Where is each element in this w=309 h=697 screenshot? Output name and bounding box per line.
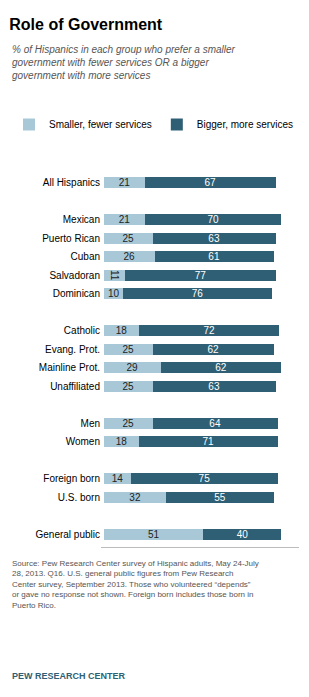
svg-text:11: 11 — [109, 270, 120, 281]
svg-text:Men: Men — [81, 418, 100, 429]
svg-text:75: 75 — [199, 473, 211, 484]
svg-text:Evang. Prot.: Evang. Prot. — [45, 344, 100, 355]
svg-text:% of Hispanics in each group w: % of Hispanics in each group who prefer … — [12, 44, 236, 81]
svg-text:29: 29 — [126, 362, 138, 373]
svg-text:21: 21 — [119, 214, 131, 225]
svg-text:72: 72 — [203, 325, 215, 336]
svg-text:62: 62 — [207, 344, 219, 355]
svg-text:25: 25 — [123, 344, 135, 355]
svg-text:All Hispanics: All Hispanics — [43, 177, 100, 188]
svg-text:14: 14 — [112, 473, 124, 484]
svg-text:61: 61 — [208, 251, 220, 262]
svg-text:63: 63 — [208, 233, 220, 244]
svg-text:U.S. born: U.S. born — [58, 492, 100, 503]
svg-text:General public: General public — [36, 529, 100, 540]
svg-text:25: 25 — [123, 233, 135, 244]
svg-text:32: 32 — [129, 492, 141, 503]
svg-text:Foreign born: Foreign born — [43, 473, 100, 484]
svg-text:Unaffiliated: Unaffiliated — [50, 381, 100, 392]
svg-text:PEW RESEARCH CENTER: PEW RESEARCH CENTER — [12, 671, 126, 681]
svg-text:Smaller, fewer services: Smaller, fewer services — [49, 119, 152, 130]
svg-text:Cuban: Cuban — [71, 251, 100, 262]
svg-text:Role of Government: Role of Government — [9, 16, 163, 33]
svg-text:71: 71 — [203, 436, 215, 447]
svg-text:Puerto Rican: Puerto Rican — [42, 233, 100, 244]
svg-text:40: 40 — [237, 529, 249, 540]
svg-text:63: 63 — [208, 381, 220, 392]
svg-text:18: 18 — [116, 436, 128, 447]
svg-text:Bigger, more services: Bigger, more services — [197, 119, 293, 130]
svg-text:25: 25 — [123, 381, 135, 392]
svg-text:77: 77 — [195, 270, 207, 281]
svg-text:64: 64 — [209, 418, 221, 429]
svg-text:Source: Pew Research Center su: Source: Pew Research Center survey of Hi… — [12, 559, 259, 610]
svg-text:10: 10 — [108, 288, 120, 299]
svg-text:25: 25 — [123, 418, 135, 429]
svg-text:51: 51 — [148, 529, 160, 540]
svg-text:62: 62 — [215, 362, 227, 373]
svg-text:55: 55 — [214, 492, 226, 503]
svg-text:Catholic: Catholic — [64, 325, 100, 336]
svg-text:Dominican: Dominican — [53, 288, 100, 299]
svg-text:Mainline Prot.: Mainline Prot. — [39, 362, 100, 373]
svg-text:21: 21 — [119, 177, 131, 188]
svg-text:67: 67 — [204, 177, 216, 188]
svg-text:Women: Women — [66, 436, 100, 447]
svg-text:76: 76 — [192, 288, 204, 299]
svg-text:Salvadoran: Salvadoran — [49, 270, 100, 281]
svg-text:26: 26 — [124, 251, 136, 262]
svg-text:70: 70 — [207, 214, 219, 225]
svg-text:Mexican: Mexican — [63, 214, 100, 225]
svg-text:18: 18 — [116, 325, 128, 336]
